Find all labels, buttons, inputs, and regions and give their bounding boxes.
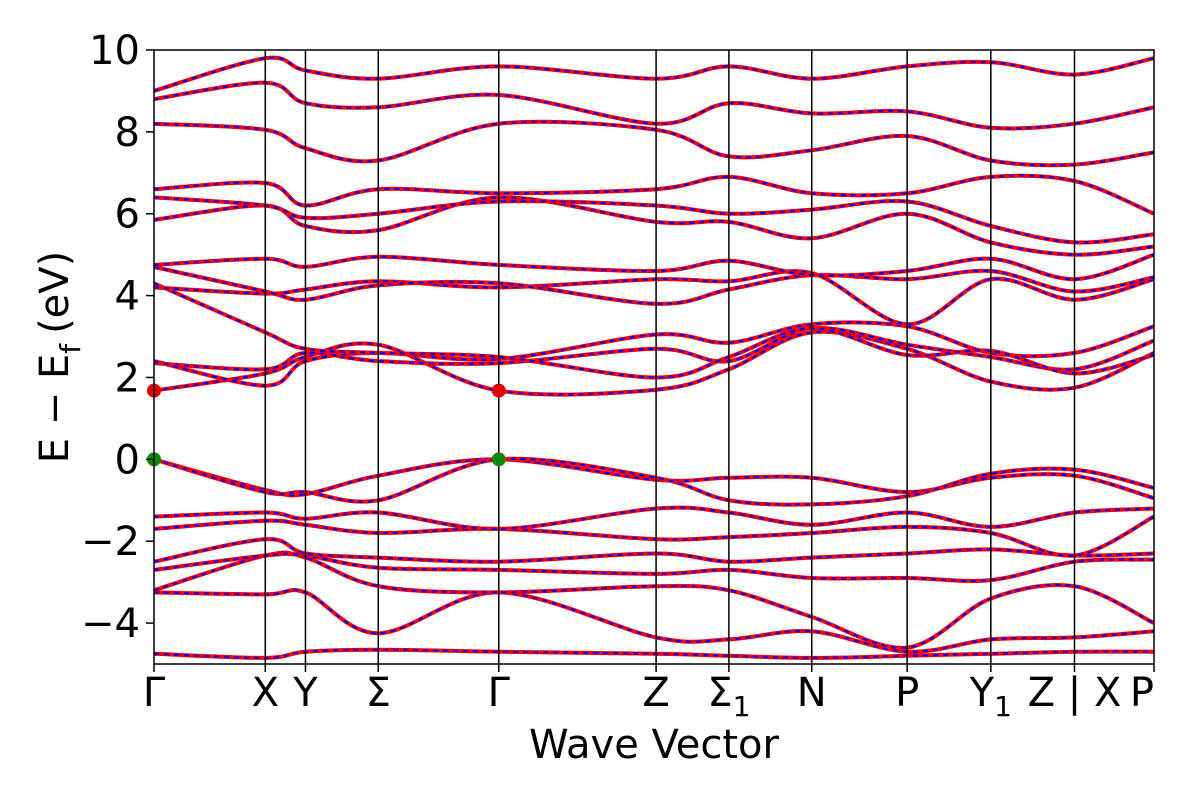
y-axis-label-sub: f xyxy=(54,343,87,354)
band-14-dashed xyxy=(154,265,1154,305)
x-tick-label: Σ xyxy=(366,670,391,716)
band-18-solid xyxy=(154,173,1154,216)
band-1-dashed xyxy=(154,588,1154,653)
y-tick-label: −4 xyxy=(81,601,140,647)
y-tick-label: 8 xyxy=(115,110,140,156)
high-symmetry-lines xyxy=(264,50,1076,664)
plot-frame xyxy=(153,49,1155,665)
bands-layer xyxy=(154,55,1154,660)
y-axis-label: E − Ef (eV) xyxy=(32,251,87,464)
x-tick-label: Y xyxy=(292,670,318,716)
x-tick-label: Z xyxy=(642,670,669,716)
y-axis-label-unit: (eV) xyxy=(32,251,78,334)
band-8-dashed xyxy=(154,457,1154,506)
x-tick-label: Γ xyxy=(143,670,166,716)
y-tick-label: 4 xyxy=(115,274,140,320)
band-18-dashed xyxy=(154,174,1154,215)
y-axis-ticks: −4 −2 0 2 4 6 8 10 xyxy=(81,28,154,647)
y-tick-label: −2 xyxy=(81,519,140,565)
svg-text:E − Ef(eV): E − Ef (eV) xyxy=(32,251,87,464)
x-tick-label: P xyxy=(895,670,919,716)
x-tick-label: Y1 xyxy=(969,670,1012,723)
y-tick-label: 10 xyxy=(89,28,140,74)
x-tick-label: N xyxy=(797,670,827,716)
band-10-dashed xyxy=(154,326,1154,371)
band-8-solid xyxy=(154,456,1154,507)
band-edge-markers xyxy=(147,383,506,467)
band-20-solid xyxy=(154,80,1154,131)
x-axis-label: Wave Vector xyxy=(529,722,780,768)
band-7-dashed xyxy=(154,458,1154,500)
band-2-solid xyxy=(154,550,1154,650)
band-2-dashed xyxy=(154,551,1154,649)
band-edge-marker-1 xyxy=(491,383,506,398)
band-12-dashed xyxy=(154,282,1154,379)
band-15-dashed xyxy=(154,253,1154,281)
y-tick-label: 2 xyxy=(115,355,140,401)
x-tick-label: P xyxy=(1130,670,1154,716)
x-tick-label: X xyxy=(252,670,279,716)
band-edge-marker-3 xyxy=(491,452,506,467)
x-tick-label: Z | X xyxy=(1028,670,1122,716)
band-21-dashed xyxy=(154,56,1154,92)
y-axis-label-main: E − E xyxy=(32,354,78,464)
x-tick-label: Σ1 xyxy=(707,670,750,723)
y-tick-label: 0 xyxy=(115,437,140,483)
y-tick-label: 6 xyxy=(115,192,140,238)
x-tick-label: Γ xyxy=(488,670,511,716)
band-1-solid xyxy=(154,587,1154,654)
